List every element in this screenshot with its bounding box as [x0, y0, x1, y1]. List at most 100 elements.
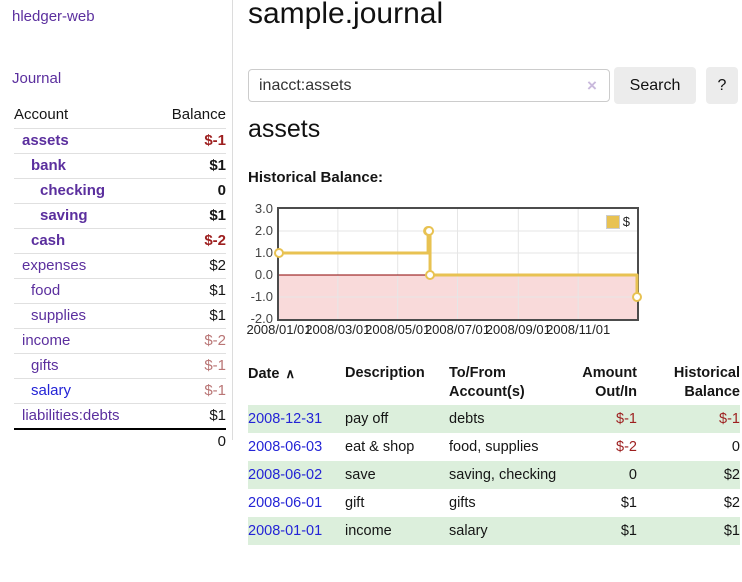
transaction-amount: 0 — [628, 467, 637, 483]
account-balance: 0 — [217, 182, 226, 199]
x-axis-tick: 2008/11/01 — [546, 322, 611, 337]
account-balance: $2 — [209, 257, 226, 274]
register-header-date-label: Date — [248, 366, 280, 382]
x-axis-tick: 2008/03/01 — [305, 322, 371, 337]
brand-link[interactable]: hledger-web — [12, 8, 95, 25]
register-header-date[interactable]: Date ∧ — [248, 360, 345, 405]
help-button[interactable]: ? — [706, 67, 738, 104]
chart-title: Historical Balance: — [248, 169, 384, 186]
register-header-row: Date ∧ Description To/From Account(s) Amo… — [248, 360, 740, 405]
account-row: bank $1 — [14, 153, 226, 179]
account-balance: $-1 — [204, 382, 226, 399]
account-link-gifts[interactable]: gifts — [31, 357, 59, 374]
accounts-table: Account Balance assets $-1 bank $1 check… — [14, 103, 226, 454]
legend-label: $ — [622, 214, 630, 229]
account-link-saving[interactable]: saving — [40, 207, 88, 224]
accounts-header-account: Account — [14, 106, 69, 123]
account-balance: $-1 — [204, 132, 226, 149]
transaction-amount: $-1 — [616, 411, 637, 427]
account-balance: $1 — [209, 207, 226, 224]
sort-asc-icon: ∧ — [285, 366, 295, 381]
account-row: saving $1 — [14, 203, 226, 229]
account-link-salary[interactable]: salary — [31, 382, 72, 399]
search-input[interactable] — [248, 69, 610, 102]
y-axis-tick: 2.0 — [254, 223, 273, 238]
x-axis-tick: 2008/09/01 — [485, 322, 551, 337]
account-row: expenses $2 — [14, 253, 226, 279]
register-header-balance: Historical Balance — [673, 365, 740, 400]
account-link-supplies[interactable]: supplies — [31, 307, 87, 324]
transaction-date-link[interactable]: 2008-06-01 — [248, 495, 323, 511]
sidebar-item-journal[interactable]: Journal — [12, 70, 62, 87]
legend-swatch-icon — [605, 214, 620, 229]
x-axis-tick: 2008/01/01 — [246, 322, 312, 337]
x-axis-tick: 2008/05/01 — [365, 322, 431, 337]
account-balance: $1 — [209, 307, 226, 324]
transaction-date-link[interactable]: 2008-01-01 — [248, 523, 323, 539]
register-table: Date ∧ Description To/From Account(s) Amo… — [248, 360, 740, 545]
transaction-balance: $2 — [723, 495, 740, 511]
page-title: sample.journal — [248, 0, 444, 30]
search-button[interactable]: Search — [614, 67, 696, 104]
y-axis-tick: -1.0 — [250, 289, 273, 304]
transaction-description: gift — [345, 495, 365, 511]
transaction-date-link[interactable]: 2008-06-03 — [248, 439, 323, 455]
register-row: 2008-06-03 eat & shop food, supplies $-2… — [248, 433, 740, 461]
transaction-amount: $1 — [620, 495, 637, 511]
account-balance: $1 — [209, 282, 226, 299]
y-axis-tick: -2.0 — [250, 311, 273, 326]
chart-canvas — [274, 209, 642, 319]
account-row: cash $-2 — [14, 228, 226, 254]
accounts-total: 0 — [217, 433, 226, 450]
y-axis-tick: 3.0 — [254, 201, 273, 216]
account-link-checking[interactable]: checking — [40, 182, 106, 199]
register-row: 2008-12-31 pay off debts $-1 $-1 — [248, 405, 740, 433]
transaction-balance: $2 — [723, 467, 740, 483]
account-row: salary $-1 — [14, 378, 226, 404]
transaction-balance: $-1 — [719, 411, 740, 427]
sidebar: hledger-web Journal Account Balance asse… — [0, 0, 233, 450]
chart-plot-area: 3.0 2.0 1.0 0.0 -1.0 -2.0 2008/01/01 2008/03/0… — [246, 201, 642, 337]
x-axis-tick: 2008/07/01 — [424, 322, 491, 337]
account-row: assets $-1 — [14, 128, 226, 154]
y-axis-tick: 0.0 — [254, 267, 273, 282]
transaction-accounts: food, supplies — [449, 439, 539, 455]
transaction-description: income — [345, 523, 392, 539]
account-balance: $-2 — [204, 332, 226, 349]
account-balance: $-2 — [204, 232, 226, 249]
transaction-accounts: debts — [449, 411, 485, 427]
register-row: 2008-06-01 gift gifts $1 $2 — [248, 489, 740, 517]
transaction-accounts: gifts — [449, 495, 476, 511]
account-link-income[interactable]: income — [22, 332, 71, 349]
accounts-header-balance: Balance — [171, 106, 226, 123]
transaction-date-link[interactable]: 2008-12-31 — [248, 411, 323, 427]
account-link-cash[interactable]: cash — [31, 232, 66, 249]
transaction-description: save — [345, 467, 376, 483]
account-link-liabilities-debts[interactable]: liabilities:debts — [22, 407, 120, 424]
accounts-header-row: Account Balance — [14, 103, 226, 129]
transaction-accounts: salary — [449, 523, 488, 539]
register-header-accounts: To/From Account(s) — [449, 365, 525, 400]
register-row: 2008-01-01 income salary $1 $1 — [248, 517, 740, 545]
register-header-amount: Amount Out/In — [582, 365, 637, 400]
register-row: 2008-06-02 save saving, checking 0 $2 — [248, 461, 740, 489]
clear-search-icon[interactable]: × — [587, 76, 597, 95]
historical-balance-chart: 3.0 2.0 1.0 0.0 -1.0 -2.0 2008/01/01 2008/03/0… — [246, 198, 742, 353]
account-row: liabilities:debts $1 — [14, 403, 226, 430]
transaction-date-link[interactable]: 2008-06-02 — [248, 467, 323, 483]
account-row: income $-2 — [14, 328, 226, 354]
transaction-description: pay off — [345, 411, 389, 427]
account-balance: $1 — [209, 157, 226, 174]
account-row: food $1 — [14, 278, 226, 304]
account-link-food[interactable]: food — [31, 282, 61, 299]
transaction-balance: $1 — [723, 523, 740, 539]
account-link-bank[interactable]: bank — [31, 157, 67, 174]
account-heading: assets — [248, 115, 321, 143]
y-axis-tick: 1.0 — [254, 245, 273, 260]
account-link-expenses[interactable]: expenses — [22, 257, 87, 274]
register-header-description: Description — [345, 365, 425, 381]
transaction-balance: 0 — [731, 439, 740, 455]
account-link-assets[interactable]: assets — [22, 132, 69, 149]
main-content: sample.journal × Search ? assets Histori… — [246, 0, 742, 582]
